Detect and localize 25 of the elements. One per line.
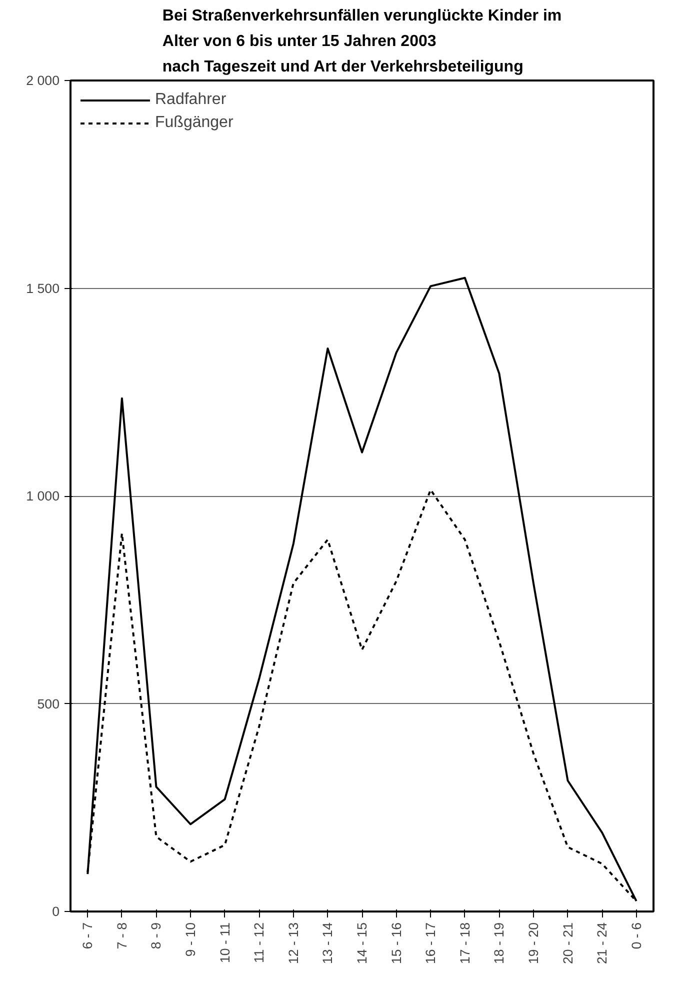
y-tick-label: 1 500 xyxy=(26,280,60,296)
x-tick-label: 0 - 6 xyxy=(628,922,644,950)
legend-label: Fußgänger xyxy=(155,114,234,132)
x-tick-label: 17 - 18 xyxy=(457,922,472,964)
x-tick-label: 16 - 17 xyxy=(423,922,438,964)
x-tick-label: 6 - 7 xyxy=(80,922,96,950)
x-tick-label: 20 - 21 xyxy=(560,922,576,964)
x-tick-label: 10 - 11 xyxy=(217,922,232,964)
x-tick-label: 7 - 8 xyxy=(114,922,130,950)
x-tick-label: 21 - 24 xyxy=(594,922,610,964)
y-tick-label: 0 xyxy=(52,904,60,919)
x-tick-label: 15 - 16 xyxy=(388,922,404,964)
x-tick-label: 19 - 20 xyxy=(526,922,541,964)
x-tick-label: 8 - 9 xyxy=(148,922,164,950)
y-tick-label: 1 000 xyxy=(26,488,60,504)
y-tick-label: 500 xyxy=(37,696,60,712)
x-tick-label: 14 - 15 xyxy=(354,922,370,964)
x-tick-label: 12 - 13 xyxy=(286,922,301,964)
x-tick-label: 13 - 14 xyxy=(320,922,336,964)
y-tick-label: 2 000 xyxy=(26,73,60,88)
x-tick-label: 11 - 12 xyxy=(252,922,267,964)
legend-label: Radfahrer xyxy=(155,91,226,109)
x-tick-label: 18 - 19 xyxy=(492,922,507,964)
chart-title: Bei Straßenverkehrsunfällen verunglückte Kinder im Alter von 6 bis unter 15 Jahren 2003 nach Tageszeit und Art der Verkehrsbeteiligung xyxy=(162,8,562,76)
x-tick-label: 9 - 10 xyxy=(183,922,198,957)
